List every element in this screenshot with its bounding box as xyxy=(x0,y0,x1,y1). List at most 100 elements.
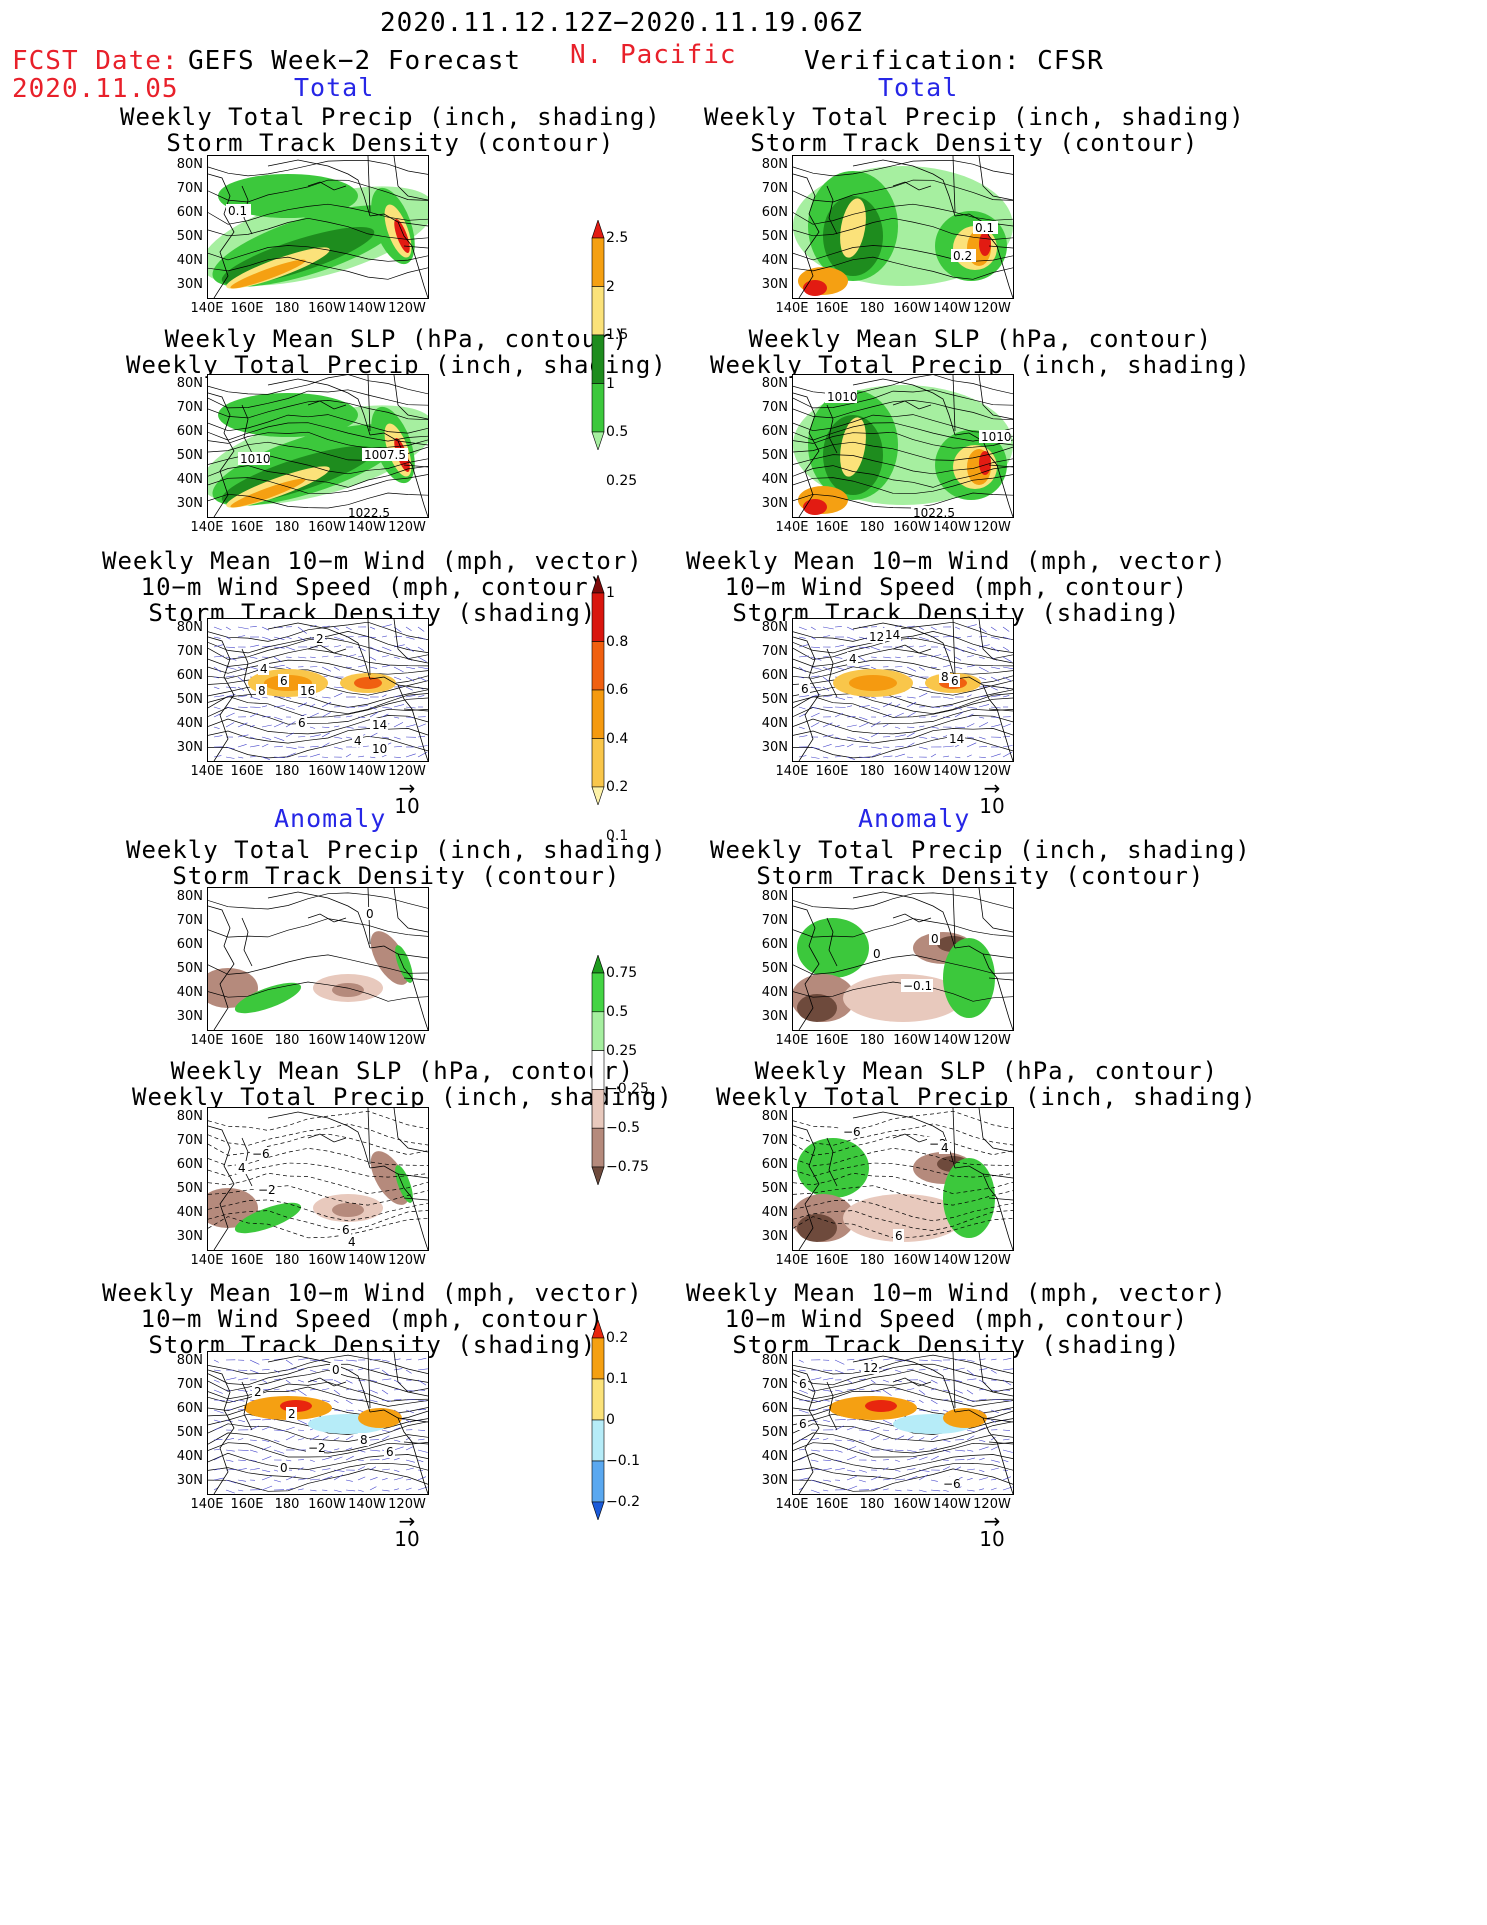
lat-tick-label: 50N xyxy=(761,229,788,244)
contour-value-label: −0.1 xyxy=(903,979,932,993)
lon-tick-label: 120W xyxy=(388,1033,426,1048)
coastline xyxy=(952,1352,956,1409)
colorbar-tick-label: −0.75 xyxy=(606,1159,649,1175)
lat-tick-label: 70N xyxy=(176,913,203,928)
contour-line xyxy=(793,160,1013,177)
map-label-bg xyxy=(278,674,289,687)
contour-value-label: 4 xyxy=(354,734,362,748)
map-plot: 1010 1007.5 1022.5 xyxy=(207,374,429,518)
lat-tick-label: 30N xyxy=(176,277,203,292)
coastline xyxy=(369,1165,428,1250)
colorbar-precip-anom xyxy=(590,954,606,1189)
contour-line xyxy=(793,179,1013,203)
contour-line xyxy=(208,1199,428,1222)
map-label-bg xyxy=(238,452,270,465)
map-label-bg xyxy=(951,249,976,262)
panel-title-line: Weekly Total Precip (inch, shading) xyxy=(710,351,1251,379)
coastline xyxy=(852,159,956,217)
contour-line xyxy=(208,160,428,177)
coastline xyxy=(397,953,428,959)
panel-title-line: Storm Track Density (contour) xyxy=(750,129,1199,157)
coastline xyxy=(307,181,347,191)
section-anomaly-right: Anomaly xyxy=(858,804,971,833)
contour-value-label: −6 xyxy=(843,1125,861,1139)
colorbar-tick-label: 0 xyxy=(606,1412,615,1428)
contour-line xyxy=(208,492,428,509)
map-label-bg xyxy=(861,1361,879,1374)
map-label-bg xyxy=(370,718,388,731)
contour-value-label: 1022.5 xyxy=(348,506,390,517)
contour-line xyxy=(793,707,1013,725)
contour-line xyxy=(793,631,1013,654)
panel-title: Weekly Mean SLP (hPa, contour) Weekly Tot… xyxy=(132,1058,673,1110)
map-label-bg xyxy=(286,1407,297,1420)
lon-tick-label: 140W xyxy=(933,764,971,779)
lon-tick-label: 120W xyxy=(388,520,426,535)
contour-value-label: 6 xyxy=(386,1445,394,1459)
colorbar-segment xyxy=(591,1460,605,1503)
coastline xyxy=(369,676,428,761)
map-label-bg xyxy=(797,1377,808,1390)
coastline xyxy=(369,945,428,1030)
lat-tick-label: 50N xyxy=(761,1425,788,1440)
lon-tick-label: 140W xyxy=(933,1497,971,1512)
storm-density-shading xyxy=(354,677,382,689)
lon-tick-label: 120W xyxy=(388,1253,426,1268)
contour-value-label: 0 xyxy=(931,932,939,946)
lon-tick-label: 160W xyxy=(893,764,931,779)
wind-vectors xyxy=(798,624,1013,760)
coastline xyxy=(954,945,1013,1030)
coastline xyxy=(978,375,1013,420)
lat-tick-label: 80N xyxy=(761,620,788,635)
contour-line xyxy=(793,659,1013,675)
lat-tick-label: 60N xyxy=(761,1401,788,1416)
colorbar-segment xyxy=(591,1419,605,1462)
lat-tick-label: 30N xyxy=(176,1009,203,1024)
coastline xyxy=(793,636,820,761)
panel-title: Weekly Total Precip (inch, shading) Storm… xyxy=(704,104,1245,156)
lat-tick-label: 30N xyxy=(761,1229,788,1244)
contour-value-label: 0 xyxy=(873,947,881,961)
contour-value-label: 6 xyxy=(342,1223,350,1237)
coastline xyxy=(852,622,956,680)
lat-tick-label: 80N xyxy=(761,889,788,904)
coastline xyxy=(826,1137,838,1187)
lat-tick-label: 40N xyxy=(176,253,203,268)
coastline xyxy=(397,1173,428,1179)
map-label-bg xyxy=(841,1125,859,1138)
contour-line xyxy=(208,1369,428,1393)
contour-value-label: 4 xyxy=(941,1141,949,1155)
contour-line xyxy=(793,735,1013,759)
coastline xyxy=(982,953,1013,959)
coastline xyxy=(267,159,371,217)
panel-title: Weekly Total Precip (inch, shading) Storm… xyxy=(710,837,1251,889)
lat-tick-label: 30N xyxy=(761,740,788,755)
coastline xyxy=(208,1125,235,1250)
precip-shading xyxy=(803,280,827,296)
colorbar-tick-label: 0.8 xyxy=(606,633,629,650)
map-label-bg xyxy=(346,506,392,517)
map-label-bg xyxy=(226,204,251,217)
coastline xyxy=(978,156,1013,201)
coastline xyxy=(852,891,956,949)
vector-reference-arrow: → xyxy=(398,776,416,800)
lon-tick-label: 140E xyxy=(775,520,809,535)
panel-title-line: 10−m Wind Speed (mph, contour) xyxy=(140,573,605,601)
map-label-bg xyxy=(947,732,965,745)
colorbar-tick-label: 1 xyxy=(606,375,615,392)
coastline xyxy=(367,1108,371,1165)
contour-line xyxy=(793,217,1013,240)
contour-value-label: 8 xyxy=(941,670,949,684)
lat-tick-label: 50N xyxy=(176,692,203,707)
lat-tick-label: 60N xyxy=(761,205,788,220)
panel-title: Weekly Mean 10−m Wind (mph, vector) 10−m … xyxy=(102,548,643,626)
storm-anomaly-shading xyxy=(358,1408,402,1428)
contour-line xyxy=(793,245,1013,262)
contour-line xyxy=(208,465,428,488)
map-plot: 2 4 6 8 16 14 4 10 6 xyxy=(207,618,429,762)
lat-tick-label: 50N xyxy=(176,229,203,244)
contour-value-label: 1010 xyxy=(240,452,271,466)
contour-value-label: 14 xyxy=(949,732,964,746)
lon-tick-label: 140E xyxy=(190,301,224,316)
lat-tick-label: 50N xyxy=(176,1425,203,1440)
